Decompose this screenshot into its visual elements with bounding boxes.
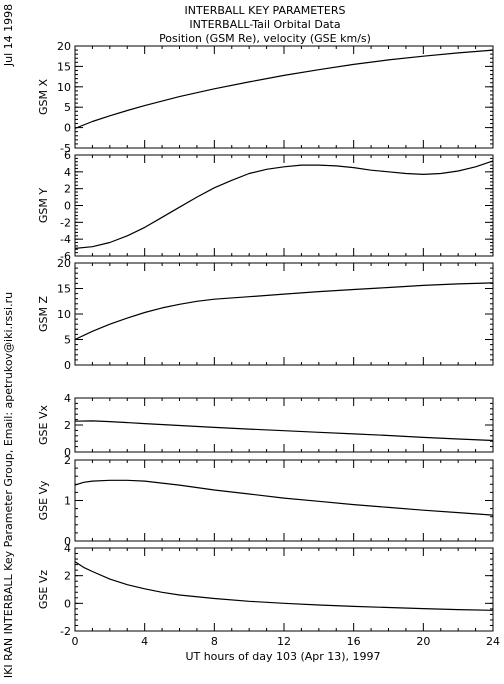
panel-frame (74, 459, 494, 542)
y-tick-label: 0 (64, 359, 71, 372)
x-tick-label: 12 (277, 635, 291, 648)
series-line-gse-vz (74, 561, 494, 611)
y-tick-label: 15 (57, 283, 71, 296)
y-tick-label: 0 (64, 535, 71, 548)
y-axis-label: GSE Vz (37, 570, 50, 609)
series-line-gsm-z (74, 282, 494, 341)
series-line-gsm-y (74, 160, 494, 249)
y-tick-label: 4 (64, 166, 71, 179)
y-tick-label: 2 (64, 570, 71, 583)
x-tick-label: 8 (211, 635, 218, 648)
x-tick-label: 20 (416, 635, 430, 648)
panel-frame (74, 397, 494, 453)
side-credit-label: IKI RAN INTERBALL Key Parameter Group, E… (2, 292, 15, 678)
x-tick-label: 0 (72, 635, 79, 648)
panel-frame (74, 45, 494, 149)
series-line-gse-vx (74, 420, 494, 442)
y-tick-label: 5 (64, 101, 71, 114)
y-tick-label: -2 (60, 216, 71, 229)
y-tick-label: 0 (64, 446, 71, 459)
y-tick-label: 0 (64, 122, 71, 135)
y-tick-label: 15 (57, 60, 71, 73)
y-tick-label: -4 (60, 233, 71, 246)
x-axis-label: UT hours of day 103 (Apr 13), 1997 (185, 650, 380, 663)
chart-title-line-2: INTERBALL-Tail Orbital Data (189, 18, 340, 31)
panel-gsm-z: 0 5 10 15 20 GSM Z (37, 257, 494, 372)
y-axis-label: GSE Vy (37, 480, 50, 520)
x-tick-label: 24 (486, 635, 500, 648)
panel-frame (74, 547, 494, 632)
y-tick-label: 0 (64, 597, 71, 610)
y-axis-label: GSE Vx (37, 405, 50, 445)
y-tick-label: 20 (57, 40, 71, 53)
x-tick-label: 16 (347, 635, 361, 648)
panel-gsm-x: -5 0 5 10 15 20 GSM X (37, 40, 494, 155)
panel-frame (74, 262, 494, 366)
y-tick-label: 0 (64, 200, 71, 213)
side-date-label: Jul 14 1998 (2, 4, 15, 67)
series-line-gse-vy (74, 479, 494, 516)
panel-gse-vy: 0 1 2 GSE Vy (37, 454, 494, 548)
panel-gsm-y: -6 -4 -2 0 2 4 6 GSM Y (37, 149, 494, 263)
y-tick-label: 10 (57, 308, 71, 321)
panel-frame (74, 154, 494, 257)
y-tick-label: -2 (60, 625, 71, 638)
y-tick-label: -5 (60, 142, 71, 155)
x-tick-label: 4 (141, 635, 148, 648)
y-tick-label: 6 (64, 149, 71, 162)
y-axis-label: GSM X (37, 79, 50, 115)
y-tick-label: 2 (64, 454, 71, 467)
y-tick-label: 10 (57, 81, 71, 94)
y-tick-label: -6 (60, 250, 71, 263)
y-axis-label: GSM Y (37, 188, 50, 223)
y-tick-label: 4 (64, 392, 71, 405)
y-tick-label: 5 (64, 334, 71, 347)
y-tick-label: 1 (64, 495, 71, 508)
y-tick-label: 20 (57, 257, 71, 270)
series-line-gsm-x (74, 49, 494, 129)
y-axis-label: GSM Z (37, 296, 50, 332)
panel-gse-vx: 0 2 4 GSE Vx (37, 392, 494, 459)
chart-title-line-1: INTERBALL KEY PARAMETERS (185, 4, 346, 17)
chart-title-line-3: Position (GSM Re), velocity (GSE km/s) (159, 32, 371, 45)
y-tick-label: 2 (64, 419, 71, 432)
y-tick-label: 2 (64, 183, 71, 196)
y-tick-label: 4 (64, 542, 71, 555)
